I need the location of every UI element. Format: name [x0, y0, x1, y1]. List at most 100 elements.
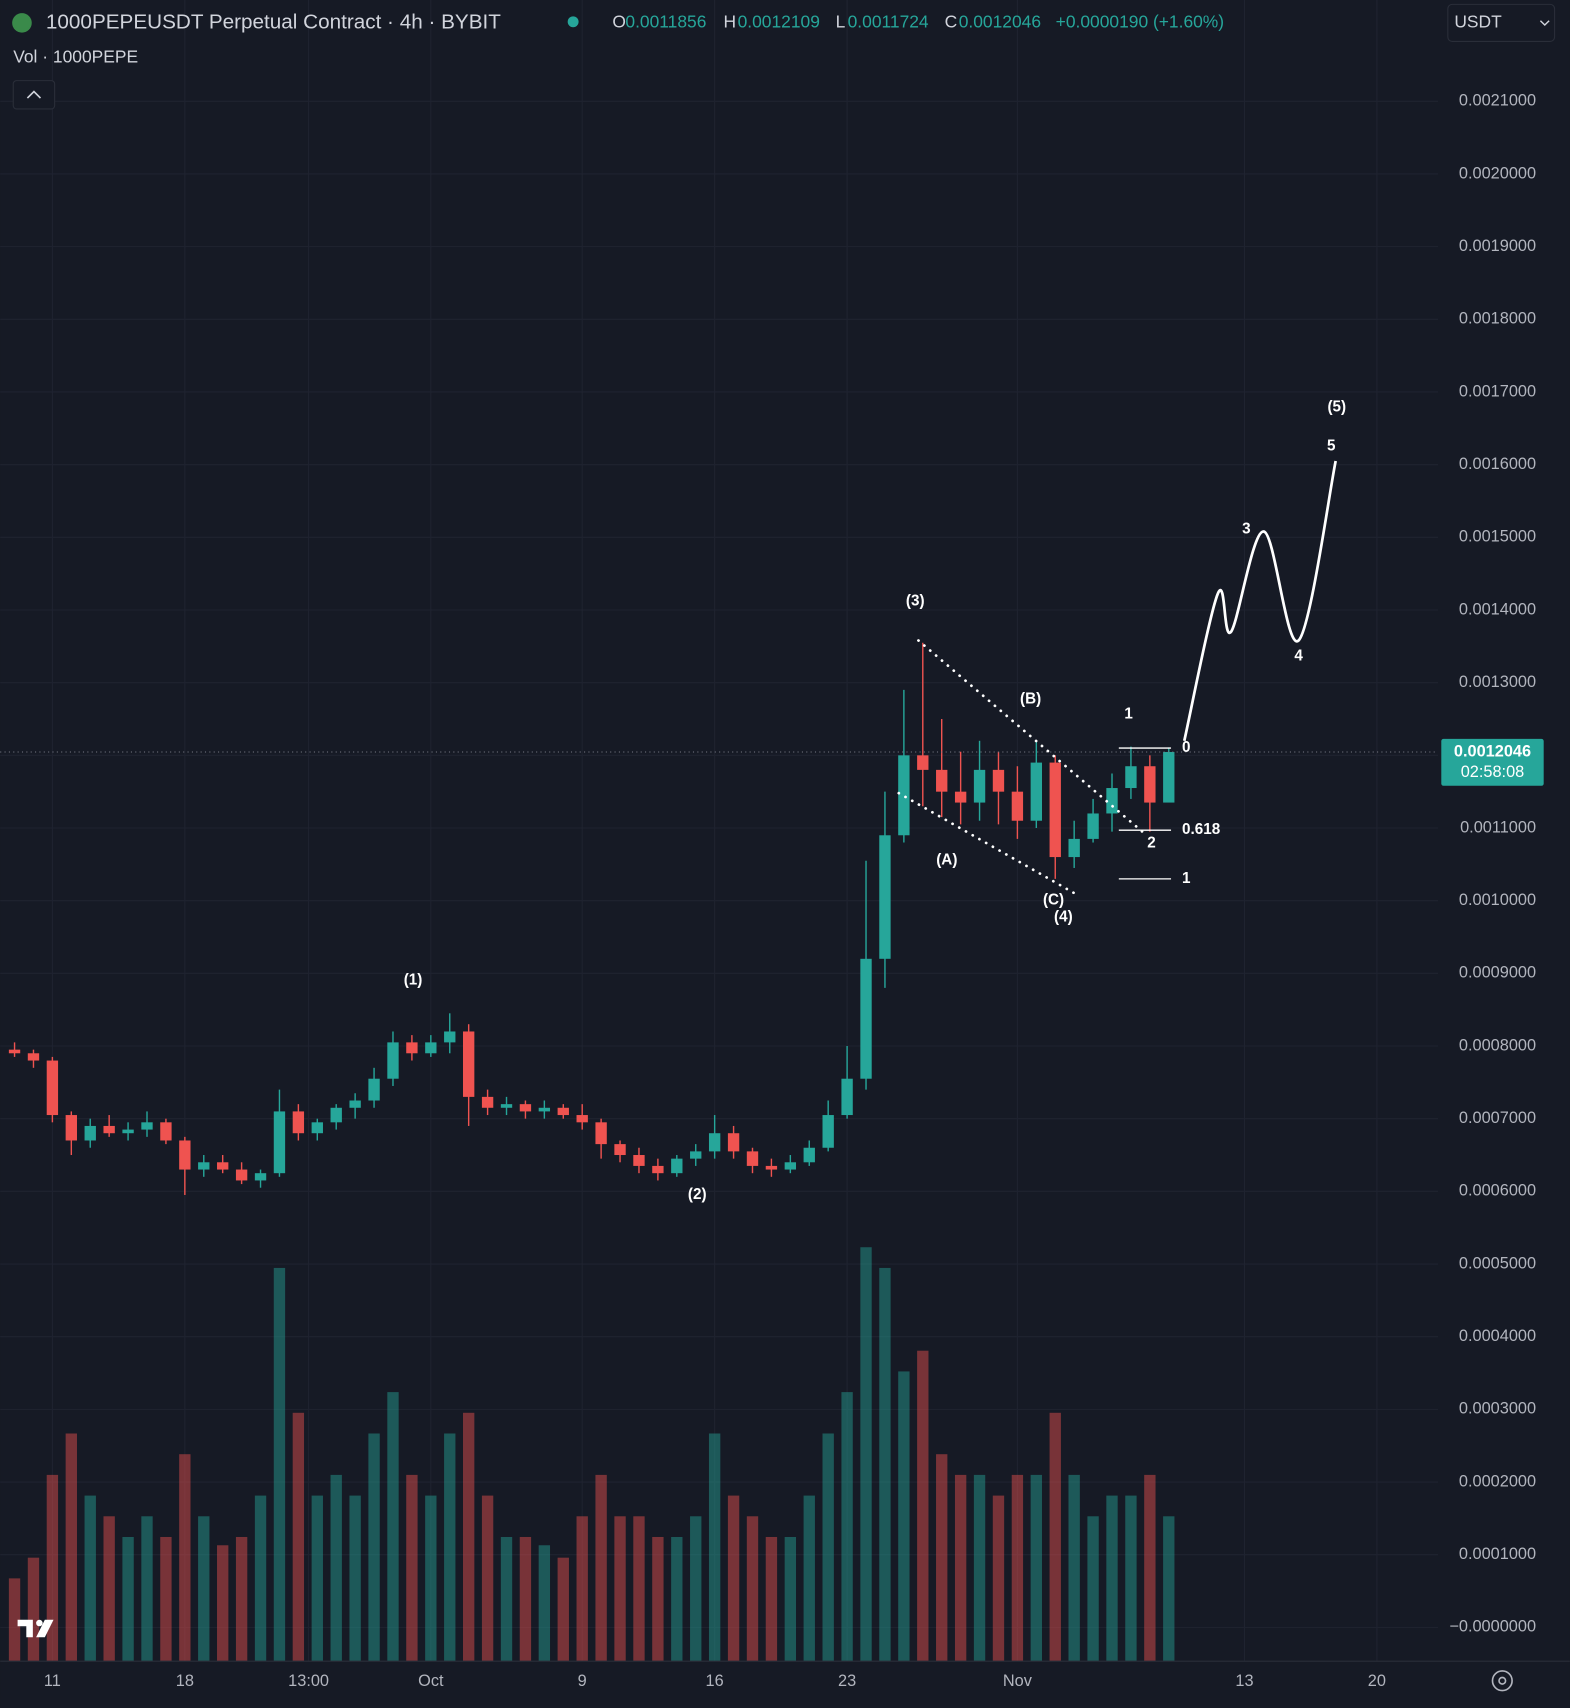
volume-bar	[27, 1557, 40, 1662]
volume-bar	[898, 1371, 910, 1662]
volume-bar	[538, 1545, 551, 1662]
volume-bar	[1144, 1474, 1156, 1662]
y-tick-label: 0.0015000	[1459, 528, 1536, 546]
y-tick-label: 0.0006000	[1459, 1182, 1536, 1200]
x-tick-label: 23	[838, 1672, 856, 1690]
candle-body	[614, 1144, 626, 1156]
volume-bar	[1106, 1495, 1118, 1662]
ohlc-key: C	[945, 11, 958, 31]
candle-body	[973, 769, 986, 803]
candle-body	[1049, 762, 1061, 858]
candle-body	[330, 1107, 342, 1123]
candle-body	[803, 1147, 815, 1163]
wave-label: 4	[1294, 648, 1303, 665]
candle-body	[538, 1107, 551, 1112]
volume-bar	[1030, 1474, 1042, 1662]
candle-body	[917, 755, 929, 770]
volume-bar	[917, 1350, 929, 1662]
volume-bar	[1125, 1495, 1137, 1662]
volume-bar	[614, 1516, 626, 1662]
volume-bar	[936, 1454, 948, 1662]
symbol-title: 1000PEPEUSDT Perpetual Contract · 4h · B…	[46, 10, 501, 33]
candle-body	[690, 1151, 702, 1159]
volume-bar	[160, 1536, 172, 1662]
currency-select[interactable]: USDT	[1447, 3, 1556, 42]
fib-label: 0.618	[1182, 821, 1221, 838]
candle-body	[822, 1115, 834, 1148]
projection-path	[1182, 460, 1337, 742]
y-tick-label: −0.0000000	[1449, 1618, 1536, 1636]
candle-body	[103, 1125, 115, 1134]
volume-bar	[273, 1267, 286, 1662]
volume-bar	[217, 1545, 229, 1662]
candle-body	[519, 1104, 532, 1112]
wave-label: 1	[1124, 706, 1133, 723]
candle-body	[992, 769, 1005, 792]
y-tick-label: 0.0007000	[1459, 1109, 1536, 1127]
volume-bar	[765, 1536, 778, 1662]
volume-bar	[879, 1267, 891, 1662]
x-tick-label: 9	[578, 1672, 587, 1690]
y-tick-label: 0.0001000	[1459, 1545, 1536, 1563]
candle-body	[1030, 762, 1042, 821]
candle-body	[671, 1158, 683, 1174]
volume-bar	[462, 1412, 475, 1662]
wave-label: (2)	[688, 1186, 707, 1203]
volume-bar	[8, 1578, 21, 1662]
volume-bar	[425, 1495, 437, 1662]
currency: USDT	[1454, 11, 1502, 31]
x-tick-label: 20	[1368, 1672, 1386, 1690]
x-tick-label: 18	[176, 1672, 194, 1690]
volume-bar	[595, 1474, 607, 1662]
volume-bar	[557, 1557, 569, 1662]
last-price-label: 0.0012046	[1454, 742, 1531, 760]
volume-bar	[103, 1516, 115, 1662]
ohlc-key: H	[723, 11, 736, 31]
y-tick-label: 0.0003000	[1459, 1400, 1536, 1418]
volume-bar	[992, 1495, 1005, 1662]
candle-body	[1144, 766, 1156, 803]
candle-body	[1125, 766, 1137, 789]
volume-bar	[671, 1536, 683, 1662]
candle-body	[576, 1115, 588, 1123]
volume-layer	[8, 1247, 1175, 1662]
volume-bar	[349, 1495, 361, 1662]
candle-body	[898, 755, 910, 836]
y-tick-label: 0.0011000	[1460, 818, 1536, 836]
wave-label: 3	[1242, 520, 1250, 537]
candle-body	[84, 1125, 96, 1141]
volume-bar	[198, 1516, 210, 1662]
wave-label: 5	[1327, 438, 1336, 455]
volume-bar	[330, 1474, 342, 1662]
status-dot	[567, 16, 579, 28]
countdown: 02:58:08	[1461, 763, 1525, 781]
ohlc-value: 0.0011724	[848, 11, 929, 31]
candle-body	[784, 1162, 797, 1170]
ohlc-value: 0.0012109	[738, 11, 820, 31]
fib-label: 1	[1182, 870, 1191, 887]
candle-body	[254, 1173, 267, 1181]
last-price-tag	[1441, 738, 1544, 786]
settings-icon[interactable]	[1491, 1670, 1513, 1692]
volume-bar	[633, 1516, 645, 1662]
plot	[0, 460, 1439, 1195]
candle-body	[557, 1107, 569, 1116]
volume-bar	[406, 1474, 418, 1662]
logo	[17, 1619, 54, 1638]
candle-body	[217, 1162, 229, 1170]
candle-body	[1106, 788, 1118, 814]
y-tick-label: 0.0018000	[1459, 310, 1536, 328]
candle-body	[746, 1151, 759, 1166]
candle-body	[406, 1042, 418, 1054]
candle-body	[235, 1169, 248, 1181]
candle-body	[311, 1122, 323, 1134]
y-tick-label: 0.0016000	[1459, 455, 1536, 473]
y-tick-label: 0.0019000	[1459, 237, 1536, 255]
y-tick-label: 0.0017000	[1459, 382, 1536, 400]
candle-body	[462, 1031, 475, 1097]
volume-bar	[576, 1516, 588, 1662]
collapse-button[interactable]	[12, 80, 56, 110]
volume-bar	[841, 1392, 853, 1662]
